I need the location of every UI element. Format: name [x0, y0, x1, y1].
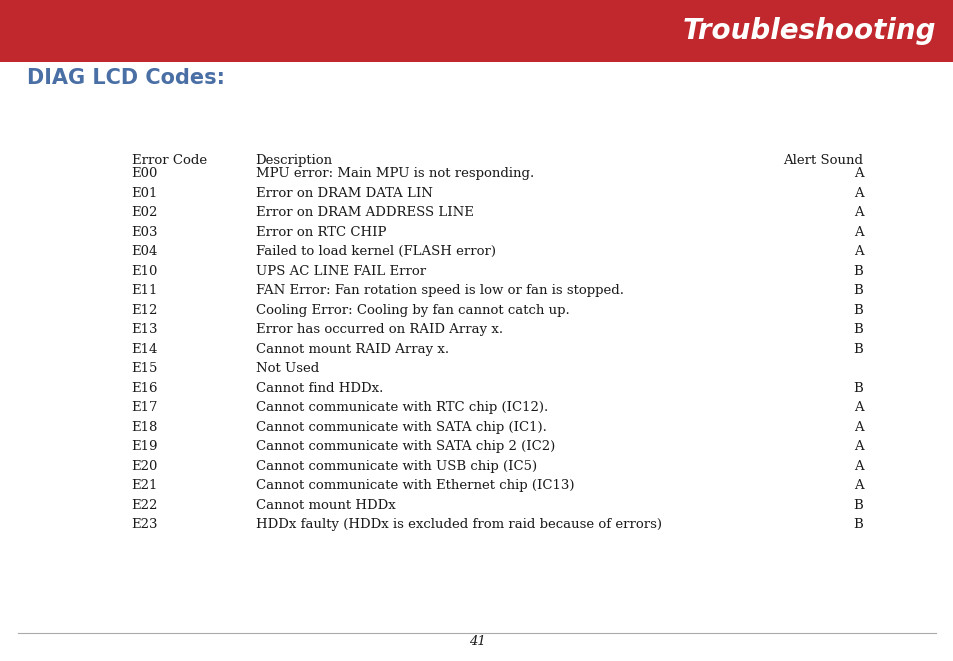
- Text: MPU error: Main MPU is not responding.: MPU error: Main MPU is not responding.: [255, 167, 534, 180]
- Text: DIAG LCD Codes:: DIAG LCD Codes:: [27, 68, 225, 88]
- Text: A: A: [853, 245, 862, 258]
- Text: B: B: [853, 284, 862, 297]
- Text: E11: E11: [132, 284, 158, 297]
- Text: Error on DRAM ADDRESS LINE: Error on DRAM ADDRESS LINE: [255, 206, 473, 219]
- Text: Error Code: Error Code: [132, 154, 207, 167]
- Text: E22: E22: [132, 499, 158, 512]
- Text: Cannot communicate with Ethernet chip (IC13): Cannot communicate with Ethernet chip (I…: [255, 479, 574, 492]
- Text: B: B: [853, 382, 862, 395]
- Text: E23: E23: [132, 518, 158, 531]
- Text: E13: E13: [132, 323, 158, 336]
- Text: E02: E02: [132, 206, 158, 219]
- Text: HDDx faulty (HDDx is excluded from raid because of errors): HDDx faulty (HDDx is excluded from raid …: [255, 518, 661, 531]
- Text: E17: E17: [132, 401, 158, 414]
- Text: E21: E21: [132, 479, 158, 492]
- Text: E10: E10: [132, 265, 158, 278]
- Text: Error has occurred on RAID Array x.: Error has occurred on RAID Array x.: [255, 323, 502, 336]
- Bar: [0, 0, 953, 62]
- Text: B: B: [853, 265, 862, 278]
- Text: E20: E20: [132, 460, 158, 473]
- Text: UPS AC LINE FAIL Error: UPS AC LINE FAIL Error: [255, 265, 425, 278]
- Text: A: A: [853, 226, 862, 239]
- Text: E04: E04: [132, 245, 158, 258]
- Text: Cannot communicate with RTC chip (IC12).: Cannot communicate with RTC chip (IC12).: [255, 401, 547, 414]
- Text: E18: E18: [132, 421, 158, 434]
- Text: E00: E00: [132, 167, 158, 180]
- Text: B: B: [853, 323, 862, 336]
- Text: Error on RTC CHIP: Error on RTC CHIP: [255, 226, 386, 239]
- Text: Error on DRAM DATA LIN: Error on DRAM DATA LIN: [255, 187, 432, 200]
- Text: Cannot communicate with SATA chip 2 (IC2): Cannot communicate with SATA chip 2 (IC2…: [255, 440, 555, 453]
- Text: A: A: [853, 440, 862, 453]
- Text: Not Used: Not Used: [255, 362, 318, 375]
- Text: Alert Sound: Alert Sound: [782, 154, 862, 167]
- Text: E14: E14: [132, 343, 158, 356]
- Text: Failed to load kernel (FLASH error): Failed to load kernel (FLASH error): [255, 245, 496, 258]
- Text: A: A: [853, 421, 862, 434]
- Text: E01: E01: [132, 187, 158, 200]
- Text: Cannot mount RAID Array x.: Cannot mount RAID Array x.: [255, 343, 448, 356]
- Text: Cooling Error: Cooling by fan cannot catch up.: Cooling Error: Cooling by fan cannot cat…: [255, 304, 569, 317]
- Text: B: B: [853, 304, 862, 317]
- Text: E03: E03: [132, 226, 158, 239]
- Text: Troubleshooting: Troubleshooting: [681, 17, 935, 45]
- Text: Cannot mount HDDx: Cannot mount HDDx: [255, 499, 395, 512]
- Text: B: B: [853, 499, 862, 512]
- Text: E19: E19: [132, 440, 158, 453]
- Text: A: A: [853, 401, 862, 414]
- Text: B: B: [853, 343, 862, 356]
- Text: Cannot communicate with SATA chip (IC1).: Cannot communicate with SATA chip (IC1).: [255, 421, 546, 434]
- Text: 41: 41: [468, 635, 485, 648]
- Text: FAN Error: Fan rotation speed is low or fan is stopped.: FAN Error: Fan rotation speed is low or …: [255, 284, 623, 297]
- Text: A: A: [853, 167, 862, 180]
- Text: A: A: [853, 187, 862, 200]
- Text: A: A: [853, 460, 862, 473]
- Text: A: A: [853, 206, 862, 219]
- Text: B: B: [853, 518, 862, 531]
- Text: E15: E15: [132, 362, 158, 375]
- Text: E12: E12: [132, 304, 158, 317]
- Text: A: A: [853, 479, 862, 492]
- Text: Cannot communicate with USB chip (IC5): Cannot communicate with USB chip (IC5): [255, 460, 537, 473]
- Text: E16: E16: [132, 382, 158, 395]
- Text: Cannot find HDDx.: Cannot find HDDx.: [255, 382, 383, 395]
- Text: Description: Description: [255, 154, 333, 167]
